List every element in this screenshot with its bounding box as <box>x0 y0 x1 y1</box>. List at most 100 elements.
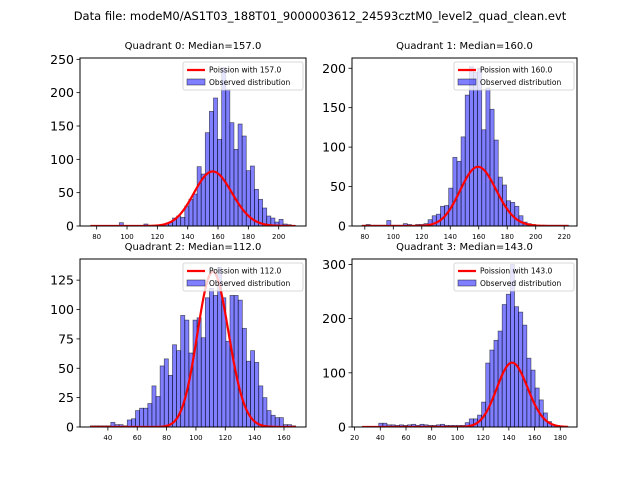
histogram-bar <box>237 123 243 226</box>
histogram-bar <box>192 193 198 226</box>
histogram-bar <box>501 304 507 427</box>
x-tick-label: 80 <box>360 233 369 241</box>
y-tick-label: 150 <box>50 119 74 134</box>
histogram-bar <box>258 385 264 427</box>
panel-title: Quadrant 3: Median=143.0 <box>396 242 533 253</box>
legend-box <box>182 262 304 292</box>
x-tick-label: 180 <box>554 434 567 442</box>
histogram-bar <box>452 157 458 226</box>
x-tick-label: 120 <box>151 233 164 241</box>
x-tick-label: 80 <box>162 434 171 442</box>
legend-label-observed: Observed distribution <box>209 78 290 87</box>
histogram-bar <box>200 337 206 427</box>
x-tick-label: 140 <box>248 434 261 442</box>
histogram-bar <box>464 94 470 226</box>
axes-frame <box>79 57 307 227</box>
histogram-bar <box>270 414 276 427</box>
histogram-bar <box>213 97 218 226</box>
poisson-curve <box>361 165 569 226</box>
histogram-bar <box>514 205 520 226</box>
poisson-curve <box>90 170 296 226</box>
histogram-bar <box>477 67 483 226</box>
histogram-bar <box>184 319 190 427</box>
legend-box <box>453 262 575 292</box>
x-tick-label: 180 <box>501 233 514 241</box>
histogram-bar <box>204 132 210 226</box>
x-tick-label: 160 <box>472 233 485 241</box>
y-tick-label: 50 <box>58 185 74 200</box>
legend-bar-swatch <box>457 279 477 287</box>
histogram-bar <box>221 66 227 226</box>
histogram-bar <box>225 340 231 427</box>
y-tick-label: 150 <box>322 100 346 115</box>
histogram-bar <box>481 129 487 226</box>
legend-label-poisson: Poission with 160.0 <box>480 66 553 75</box>
plot-area <box>361 264 569 427</box>
x-tick-label: 40 <box>103 434 112 442</box>
legend-label-poisson: Poission with 112.0 <box>209 267 282 276</box>
legend-label-observed: Observed distribution <box>480 78 561 87</box>
histogram-bar <box>493 139 499 226</box>
histogram-bar <box>489 349 495 427</box>
x-tick-label: 180 <box>242 233 255 241</box>
x-tick-label: 140 <box>444 233 457 241</box>
legend-box <box>182 61 304 91</box>
axes-frame <box>79 258 307 428</box>
histogram-bar <box>217 138 223 226</box>
legend: Poission with 112.0 Observed distribution <box>182 262 304 292</box>
x-tick-label: 100 <box>189 434 202 442</box>
x-tick-label: 220 <box>557 233 570 241</box>
histogram-bar <box>209 110 214 226</box>
x-tick-label: 100 <box>120 233 133 241</box>
y-tick-label: 200 <box>322 61 346 76</box>
histogram-bar <box>180 216 186 226</box>
y-tick-label: 100 <box>50 152 74 167</box>
y-tick-label: 0 <box>338 420 346 435</box>
histogram-bar <box>241 327 247 427</box>
panel-2: Quadrant 2: Median=112.0 0 25 50 75 100 125 40 6… <box>50 242 307 442</box>
y-tick-label: 125 <box>50 273 74 288</box>
plot-area <box>89 266 297 427</box>
histogram-bar <box>485 362 491 427</box>
y-tick-label: 75 <box>58 331 74 346</box>
histogram-bar <box>159 365 165 427</box>
histogram-bar <box>209 288 214 427</box>
x-tick-label: 200 <box>529 233 542 241</box>
axes-frame <box>351 258 578 428</box>
histogram-bar <box>131 418 136 427</box>
histogram-bar <box>163 358 169 427</box>
x-tick-label: 140 <box>502 434 515 442</box>
histogram-bar <box>155 396 161 427</box>
axes-frame <box>351 57 578 227</box>
figure-suptitle: Data file: modeM0/AS1T03_188T01_90000036… <box>74 9 567 23</box>
x-tick-label: 160 <box>528 434 541 442</box>
y-tick-label: 0 <box>66 219 74 234</box>
histogram-bar <box>204 297 210 427</box>
histogram-bar <box>139 407 145 427</box>
histogram-bar <box>167 374 173 427</box>
histogram-bar <box>274 417 280 427</box>
x-tick-label: 120 <box>415 233 428 241</box>
x-tick-label: 80 <box>92 233 101 241</box>
legend-label-observed: Observed distribution <box>480 279 561 288</box>
y-tick-label: 25 <box>58 390 74 405</box>
histogram-bar <box>213 295 219 427</box>
panel-title: Quadrant 0: Median=157.0 <box>125 41 262 52</box>
y-tick-label: 100 <box>50 302 74 317</box>
poisson-curve <box>90 270 296 427</box>
legend: Poission with 160.0 Observed distribution <box>453 61 575 91</box>
histogram-bar <box>233 148 239 226</box>
x-tick-label: 100 <box>387 233 400 241</box>
histogram-bar <box>143 407 149 427</box>
legend-bar-swatch <box>457 78 477 86</box>
y-tick-label: 100 <box>322 140 346 155</box>
panel-1: Quadrant 1: Median=160.0 0 50 100 150 200 80 10… <box>322 41 578 241</box>
y-tick-label: 250 <box>50 52 74 67</box>
histogram-bar <box>473 71 478 226</box>
histogram-bar <box>225 88 231 226</box>
x-tick-label: 120 <box>219 434 232 442</box>
y-tick-label: 50 <box>330 179 346 194</box>
x-tick-label: 140 <box>181 233 194 241</box>
y-tick-label: 50 <box>58 361 74 376</box>
